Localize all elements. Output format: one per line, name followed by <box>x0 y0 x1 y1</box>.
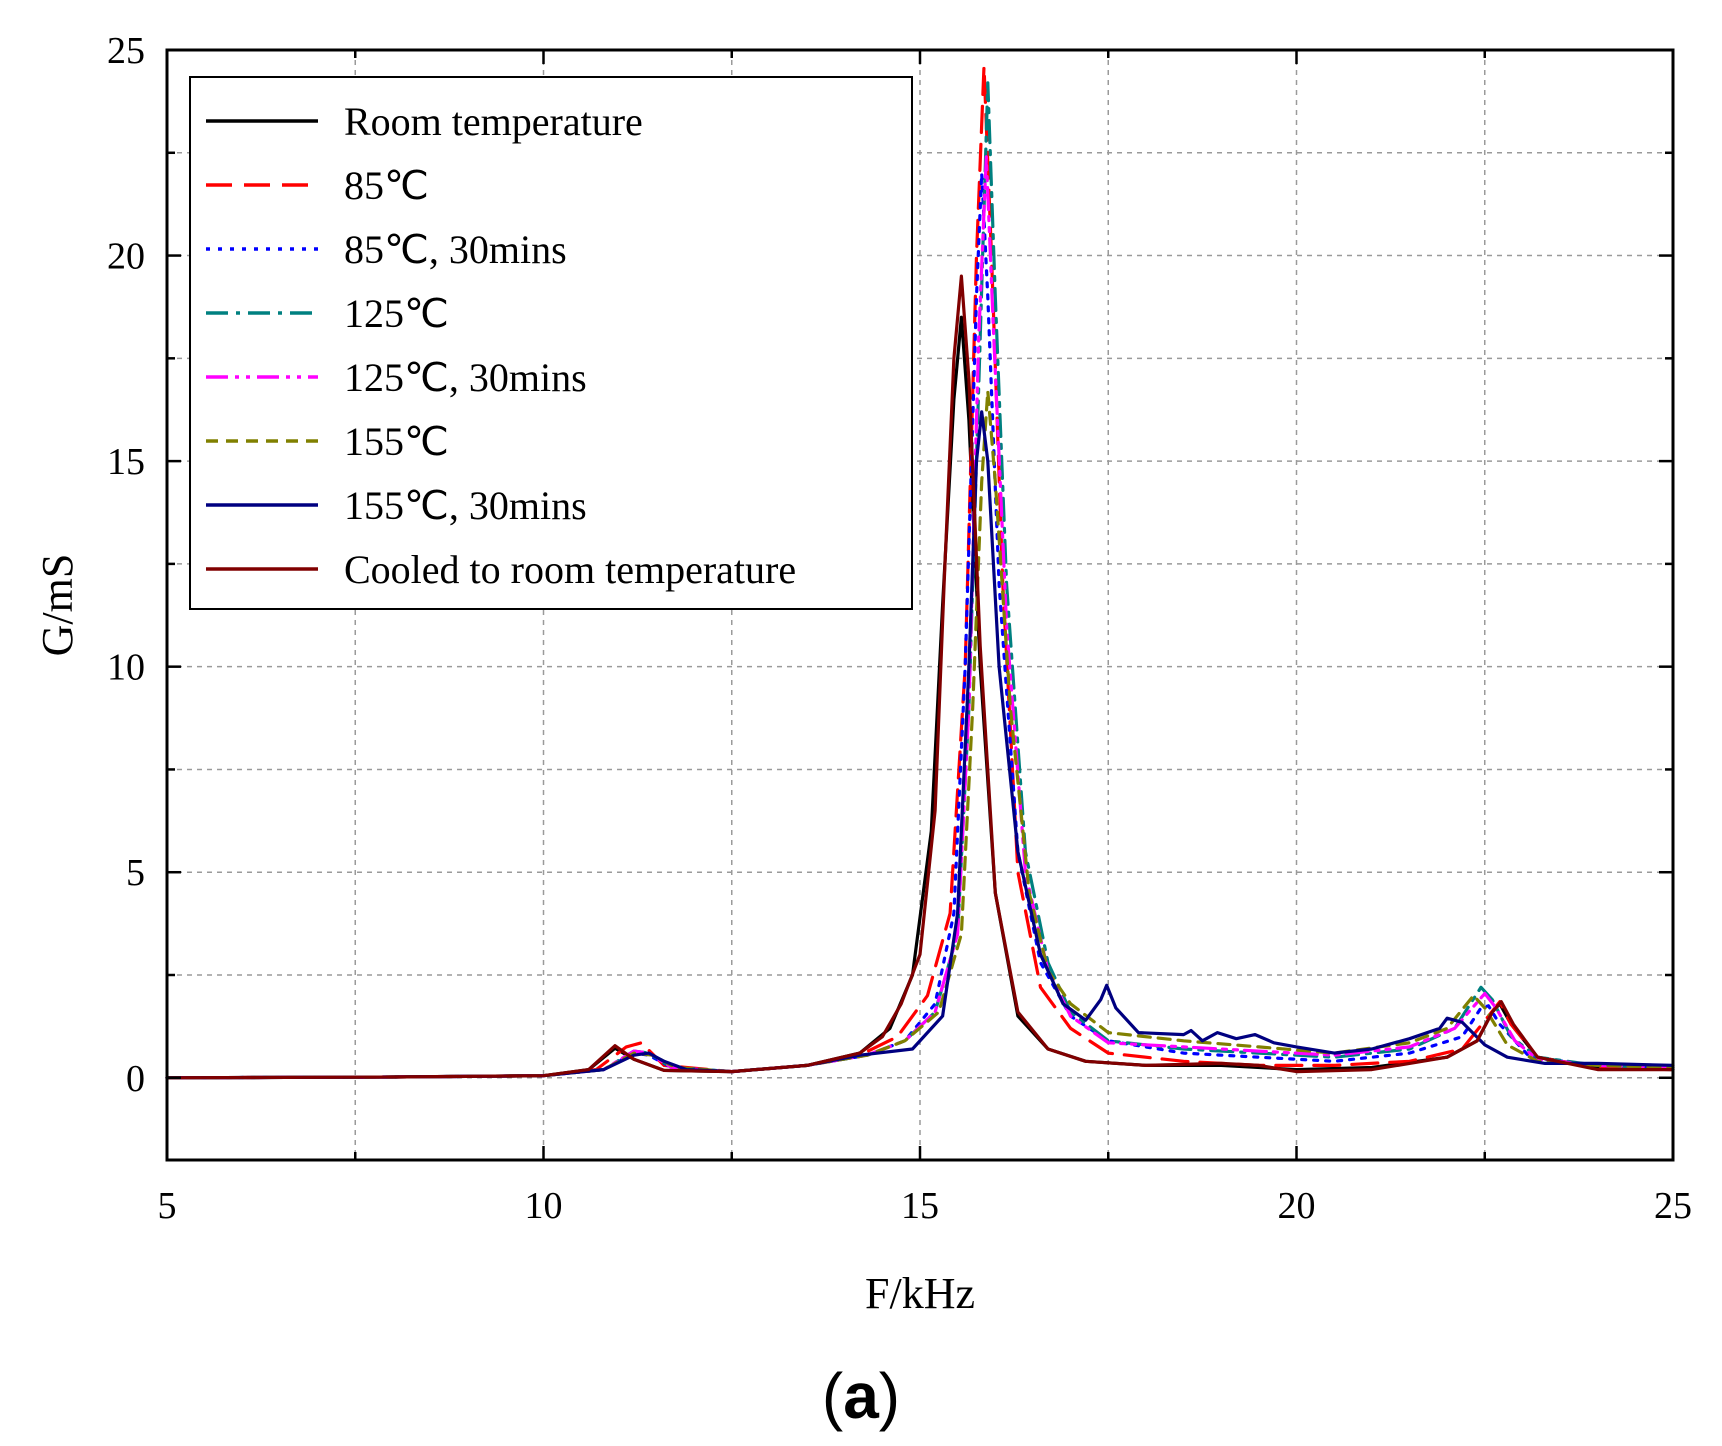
legend-label-3: 85℃, 30mins <box>344 227 567 272</box>
legend-box <box>189 76 913 610</box>
x-tick-label: 15 <box>901 1185 939 1227</box>
x-tick-label: 25 <box>1654 1185 1692 1227</box>
y-tick-label: 5 <box>126 852 145 894</box>
legend: Room temperature 85℃ 85℃, 30mins 125℃ 125℃, … <box>189 76 913 610</box>
x-axis-label: F/kHz <box>865 1269 975 1318</box>
panel-label: (a) <box>822 1360 900 1432</box>
panel-label-letter: a <box>843 1360 879 1432</box>
panel-label-open-paren: ( <box>822 1360 843 1432</box>
axis-ticks <box>165 48 1675 1160</box>
y-tick-label: 20 <box>107 236 145 278</box>
y-tick-label: 0 <box>126 1058 145 1100</box>
series-group <box>165 64 1675 1080</box>
panel-label-close-paren: ) <box>879 1360 900 1432</box>
legend-label-1: Room temperature <box>344 99 643 144</box>
x-tick-label: 5 <box>158 1185 177 1227</box>
series-line-5 <box>165 155 1675 1080</box>
legend-label-8: Cooled to room temperature <box>344 547 796 592</box>
legend-label-2: 85℃ <box>344 163 429 208</box>
series-line-8 <box>165 274 1675 1080</box>
y-tick-label: 15 <box>107 441 145 483</box>
legend-label-7: 155℃, 30mins <box>344 483 587 528</box>
x-tick-label: 10 <box>525 1185 563 1227</box>
legend-label-6: 155℃ <box>344 419 449 464</box>
y-axis-label: G/mS <box>33 554 82 657</box>
legend-label-4: 125℃ <box>344 291 449 336</box>
tick-labels: 5 10 15 20 25 0 5 10 15 20 25 <box>107 30 1692 1227</box>
y-tick-label: 25 <box>107 30 145 72</box>
y-tick-label: 10 <box>107 647 145 689</box>
series-line-3 <box>165 171 1675 1080</box>
x-tick-label: 20 <box>1278 1185 1316 1227</box>
legend-label-5: 125℃, 30mins <box>344 355 587 400</box>
